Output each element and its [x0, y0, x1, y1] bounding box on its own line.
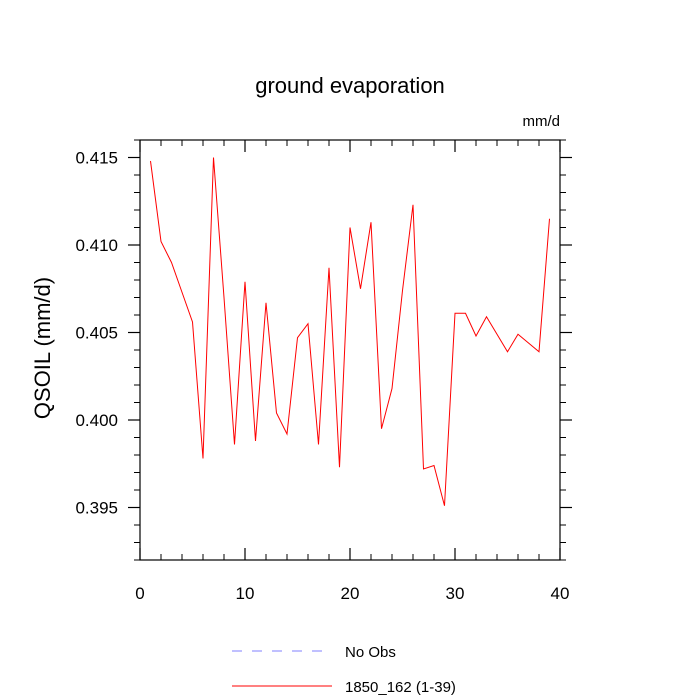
x-tick-label: 30 [446, 584, 465, 603]
series-point [202, 458, 203, 459]
series-point [265, 302, 266, 303]
series-point [297, 337, 298, 338]
y-tick-label: 0.395 [75, 499, 118, 518]
x-tick-label: 10 [236, 584, 255, 603]
series-point [192, 321, 193, 322]
series-point [328, 267, 329, 268]
series-point [360, 288, 361, 289]
series-point [234, 444, 235, 445]
series-point [318, 444, 319, 445]
series-point [444, 505, 445, 506]
series-point [160, 241, 161, 242]
series-point [433, 465, 434, 466]
series-point [486, 316, 487, 317]
legend: No Obs 1850_162 (1-39) [232, 644, 456, 696]
x-tick-label: 40 [551, 584, 570, 603]
series-point [423, 468, 424, 469]
series-point [538, 351, 539, 352]
series-point [286, 433, 287, 434]
series-point [517, 334, 518, 335]
y-tick-label: 0.415 [75, 149, 118, 168]
series-point [454, 313, 455, 314]
series-point [150, 160, 151, 161]
series-point [496, 334, 497, 335]
series-point [307, 323, 308, 324]
x-tick-label: 0 [135, 584, 144, 603]
series-point [339, 467, 340, 468]
series-point [391, 388, 392, 389]
y-tick-label: 0.400 [75, 411, 118, 430]
y-tick-label: 0.410 [75, 236, 118, 255]
legend-no-obs-label: No Obs [345, 644, 396, 661]
y-axis-label: QSOIL (mm/d) [30, 277, 55, 419]
series-point [181, 292, 182, 293]
series-point [381, 428, 382, 429]
series-point [507, 351, 508, 352]
series-point [528, 342, 529, 343]
plot-frame [139, 139, 561, 561]
series-point [370, 222, 371, 223]
series-point [549, 218, 550, 219]
series-point [255, 440, 256, 441]
series-point [402, 290, 403, 291]
series-point [465, 313, 466, 314]
legend-series-label: 1850_162 (1-39) [345, 679, 456, 696]
series-line [150, 157, 550, 506]
units-label: mm/d [523, 113, 561, 130]
series-point [171, 262, 172, 263]
series-point [213, 157, 214, 158]
series-point [244, 281, 245, 282]
series-point [412, 204, 413, 205]
series-point [276, 412, 277, 413]
chart-title: ground evaporation [255, 73, 445, 98]
y-tick-label: 0.405 [75, 324, 118, 343]
series-point [349, 227, 350, 228]
series-point [223, 297, 224, 298]
x-tick-label: 20 [341, 584, 360, 603]
series-point [475, 335, 476, 336]
